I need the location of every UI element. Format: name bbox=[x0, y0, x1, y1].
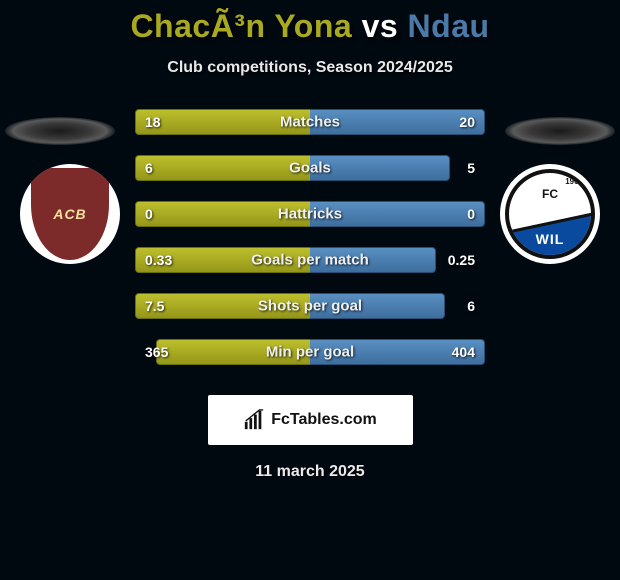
bar-left-fill bbox=[135, 155, 310, 181]
team-right-badge-bottom: WIL bbox=[509, 231, 591, 247]
stat-value-left: 7.5 bbox=[145, 298, 164, 314]
team-right-badge: FC 1900 WIL bbox=[505, 169, 595, 259]
bar-right-half bbox=[310, 201, 485, 227]
bar-right-fill bbox=[310, 247, 436, 273]
stat-value-right: 0.25 bbox=[448, 252, 475, 268]
stat-row: Min per goal365404 bbox=[135, 339, 485, 365]
bar-left-half bbox=[135, 201, 310, 227]
player2-name: Ndau bbox=[408, 8, 490, 44]
subtitle: Club competitions, Season 2024/2025 bbox=[0, 59, 620, 77]
comparison-area: ACB FC 1900 WIL Matches1820Goals65Hattri… bbox=[0, 109, 620, 389]
stat-value-left: 365 bbox=[145, 344, 168, 360]
bar-right-fill bbox=[310, 155, 450, 181]
team-right-logo: FC 1900 WIL bbox=[500, 164, 600, 264]
bar-right-fill bbox=[310, 201, 485, 227]
team-left-logo: ACB bbox=[20, 164, 120, 264]
chart-icon bbox=[243, 409, 265, 431]
team-left-badge-text: ACB bbox=[53, 206, 86, 222]
stat-value-left: 6 bbox=[145, 160, 153, 176]
bar-left-fill bbox=[156, 339, 310, 365]
credit-box: FcTables.com bbox=[208, 395, 413, 445]
stat-value-right: 0 bbox=[467, 206, 475, 222]
stat-value-left: 18 bbox=[145, 114, 161, 130]
bar-right-fill bbox=[310, 293, 445, 319]
stat-row: Shots per goal7.56 bbox=[135, 293, 485, 319]
shadow-left bbox=[5, 117, 115, 145]
team-right-badge-top: FC bbox=[509, 187, 591, 201]
stat-value-right: 20 bbox=[459, 114, 475, 130]
stat-value-right: 5 bbox=[467, 160, 475, 176]
page-title: ChacÃ³n Yona vs Ndau bbox=[0, 8, 620, 45]
bar-left-half bbox=[135, 155, 310, 181]
stat-rows: Matches1820Goals65Hattricks00Goals per m… bbox=[135, 109, 485, 385]
bar-left-fill bbox=[135, 109, 310, 135]
stat-row: Goals65 bbox=[135, 155, 485, 181]
team-right-badge-year: 1900 bbox=[565, 177, 583, 186]
bar-left-half bbox=[135, 109, 310, 135]
bar-right-half bbox=[310, 293, 485, 319]
shadow-right bbox=[505, 117, 615, 145]
stat-value-left: 0.33 bbox=[145, 252, 172, 268]
vs-separator: vs bbox=[362, 8, 399, 44]
stat-value-right: 6 bbox=[467, 298, 475, 314]
stat-row: Matches1820 bbox=[135, 109, 485, 135]
date-text: 11 march 2025 bbox=[0, 463, 620, 481]
stat-row: Hattricks00 bbox=[135, 201, 485, 227]
bar-right-half bbox=[310, 155, 485, 181]
stat-row: Goals per match0.330.25 bbox=[135, 247, 485, 273]
player1-name: ChacÃ³n Yona bbox=[130, 8, 352, 44]
team-left-badge: ACB bbox=[31, 168, 109, 260]
stat-value-right: 404 bbox=[452, 344, 475, 360]
stat-value-left: 0 bbox=[145, 206, 153, 222]
bar-left-fill bbox=[135, 201, 310, 227]
credit-text: FcTables.com bbox=[271, 411, 377, 429]
